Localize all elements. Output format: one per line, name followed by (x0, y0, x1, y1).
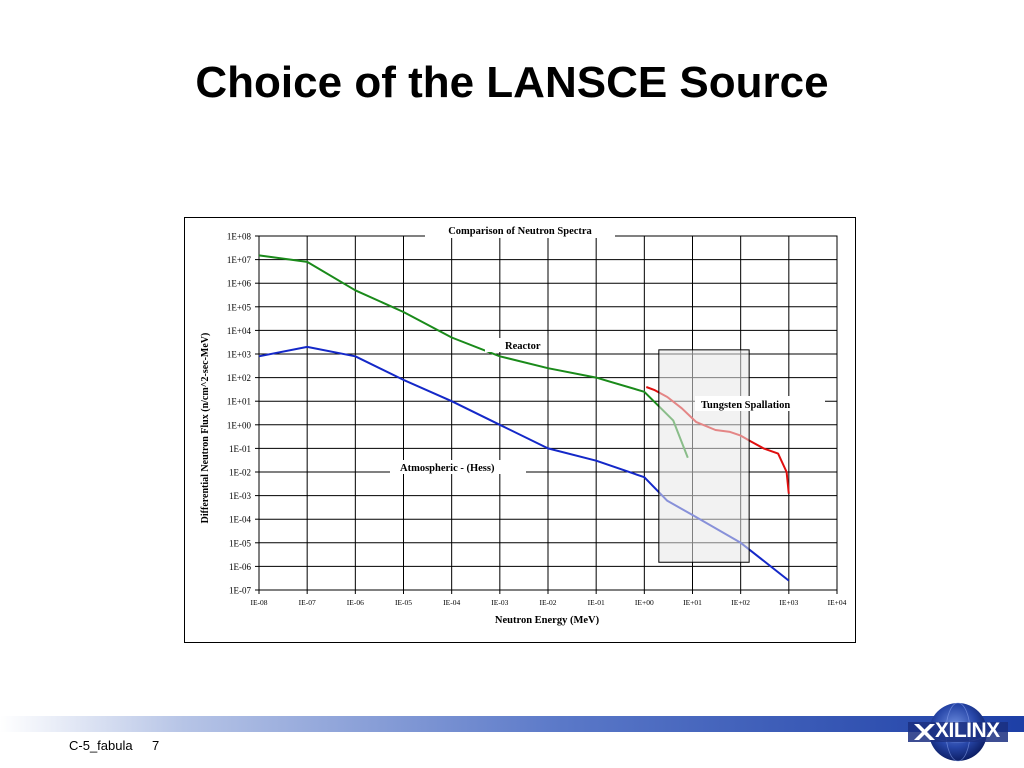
xilinx-logo (908, 702, 1008, 762)
x-tick-label: IE-08 (250, 598, 267, 607)
x-tick-label: IE-02 (539, 598, 556, 607)
y-tick-label: 1E+05 (227, 302, 252, 312)
xilinx-x-icon (914, 724, 935, 740)
x-tick-label: IE+01 (683, 598, 702, 607)
y-tick-label: 1E+07 (227, 255, 252, 265)
grid-layer (255, 235, 838, 594)
y-tick-label: 1E+06 (227, 279, 252, 289)
y-tick-label: 1E-01 (229, 444, 251, 454)
y-tick-label: 1E-05 (229, 538, 251, 548)
overlay-layer (658, 349, 750, 563)
page-number: 7 (152, 738, 160, 753)
tungsten-label-backdrop (695, 396, 825, 411)
highlight-region-box (658, 349, 750, 563)
y-tick-label: 1E+02 (227, 373, 251, 383)
y-tick-label: 1E+04 (227, 326, 252, 336)
tungsten-label: Tungsten Spallation (701, 400, 790, 411)
x-tick-label: IE-07 (299, 598, 316, 607)
labels-layer: Comparison of Neutron Spectra Neutron En… (200, 222, 825, 626)
reactor-label-backdrop (485, 338, 545, 352)
y-tick-label: 1E-03 (229, 491, 251, 501)
x-tick-label: IE+03 (779, 598, 798, 607)
footer-text: C-5_fabula (69, 738, 133, 753)
y-tick-label: 1E+03 (227, 350, 252, 360)
y-tick-label: 1E+01 (227, 397, 251, 407)
reactor-label: Reactor (505, 341, 541, 352)
x-tick-label: IE-01 (588, 598, 605, 607)
logo-text: XILINX (935, 719, 1000, 742)
x-axis-label: Neutron Energy (MeV) (495, 615, 600, 626)
series-line-reactor (258, 254, 689, 459)
y-tick-label: 1E+00 (227, 420, 252, 430)
x-tick-label: IE+02 (731, 598, 750, 607)
x-tick-label: IE-05 (395, 598, 412, 607)
chart-frame: IE-08 IE-07 IE-06 IE-05 IE-04 IE-03 IE-02 IE-01… (184, 217, 856, 643)
y-tick-label: 1E-04 (229, 515, 251, 525)
title-backdrop (425, 222, 615, 238)
x-tick-label: IE-04 (443, 598, 460, 607)
x-tick-label: IE-06 (347, 598, 364, 607)
y-tick-label: 1E-06 (229, 562, 251, 572)
y-tick-label: 1E+08 (227, 232, 252, 242)
atmospheric-label-backdrop (390, 460, 526, 474)
tick-labels-layer: IE-08 IE-07 IE-06 IE-05 IE-04 IE-03 IE-02 IE-01… (227, 232, 847, 608)
atmospheric-label: Atmospheric - (Hess) (400, 463, 495, 474)
neutron-spectra-chart: IE-08 IE-07 IE-06 IE-05 IE-04 IE-03 IE-02 IE-01… (200, 222, 847, 626)
x-tick-label: IE-03 (491, 598, 508, 607)
slide-title: Choice of the LANSCE Source (195, 58, 829, 107)
y-tick-label: 1E-02 (229, 468, 251, 478)
y-tick-label: 1E-07 (229, 586, 251, 596)
x-tick-label: IE+04 (828, 598, 847, 607)
footer-bar (0, 716, 1024, 732)
y-axis-label: Differential Neutron Flux (n/cm^2-sec-Me… (200, 333, 211, 524)
chart-title: Comparison of Neutron Spectra (448, 226, 592, 237)
x-tick-label: IE+00 (635, 598, 654, 607)
